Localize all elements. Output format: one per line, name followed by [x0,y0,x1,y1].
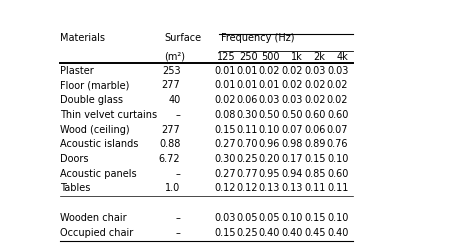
Text: 0.96: 0.96 [258,139,280,149]
Text: 0.07: 0.07 [327,125,348,135]
Text: –: – [175,228,181,238]
Text: 0.60: 0.60 [304,110,326,120]
Text: 0.10: 0.10 [282,213,303,223]
Text: –: – [175,213,181,223]
Text: 0.15: 0.15 [304,154,326,164]
Text: 1.0: 1.0 [165,184,181,194]
Text: 0.03: 0.03 [258,95,280,105]
Text: 0.45: 0.45 [304,228,326,238]
Text: 0.02: 0.02 [281,80,303,90]
Text: 0.77: 0.77 [236,169,258,179]
Text: 0.88: 0.88 [159,139,181,149]
Text: 0.06: 0.06 [236,95,258,105]
Text: Surface: Surface [164,33,201,43]
Text: 0.02: 0.02 [281,66,303,76]
Text: 0.02: 0.02 [304,95,326,105]
Text: 0.01: 0.01 [258,80,280,90]
Text: 0.15: 0.15 [214,125,236,135]
Text: 0.11: 0.11 [236,125,258,135]
Text: –: – [175,169,181,179]
Text: 277: 277 [162,80,181,90]
Text: 0.94: 0.94 [282,169,303,179]
Text: 0.02: 0.02 [214,95,236,105]
Text: 0.25: 0.25 [236,154,258,164]
Text: 0.70: 0.70 [236,139,258,149]
Text: 0.10: 0.10 [327,213,348,223]
Text: 0.98: 0.98 [282,139,303,149]
Text: Frequency (Hz): Frequency (Hz) [221,33,294,43]
Text: 1k: 1k [291,52,303,62]
Text: 0.03: 0.03 [304,66,326,76]
Text: 0.25: 0.25 [236,228,258,238]
Text: 0.10: 0.10 [327,154,348,164]
Text: 0.12: 0.12 [214,184,236,194]
Text: 0.03: 0.03 [282,95,303,105]
Text: 0.15: 0.15 [304,213,326,223]
Text: 0.12: 0.12 [236,184,258,194]
Text: 0.01: 0.01 [236,80,258,90]
Text: 4k: 4k [337,52,348,62]
Text: 0.95: 0.95 [258,169,280,179]
Text: (m²): (m²) [164,52,185,62]
Text: 0.01: 0.01 [214,80,236,90]
Text: 0.05: 0.05 [236,213,258,223]
Text: 0.27: 0.27 [214,139,236,149]
Text: Doors: Doors [60,154,89,164]
Text: 0.02: 0.02 [327,80,348,90]
Text: Acoustic panels: Acoustic panels [60,169,137,179]
Text: Floor (marble): Floor (marble) [60,80,130,90]
Text: 0.08: 0.08 [214,110,236,120]
Text: Double glass: Double glass [60,95,123,105]
Text: 0.76: 0.76 [327,139,348,149]
Text: 0.05: 0.05 [258,213,280,223]
Text: Acoustic islands: Acoustic islands [60,139,139,149]
Text: Thin velvet curtains: Thin velvet curtains [60,110,157,120]
Text: 0.02: 0.02 [327,95,348,105]
Text: 6.72: 6.72 [159,154,181,164]
Text: 0.50: 0.50 [281,110,303,120]
Text: 0.85: 0.85 [304,169,326,179]
Text: 253: 253 [162,66,181,76]
Text: 0.07: 0.07 [281,125,303,135]
Text: 0.02: 0.02 [258,66,280,76]
Text: 0.10: 0.10 [258,125,280,135]
Text: 0.30: 0.30 [236,110,258,120]
Text: 0.13: 0.13 [258,184,280,194]
Text: 0.20: 0.20 [258,154,280,164]
Text: 40: 40 [168,95,181,105]
Text: 0.27: 0.27 [214,169,236,179]
Text: 0.89: 0.89 [304,139,326,149]
Text: 0.60: 0.60 [327,169,348,179]
Text: 277: 277 [162,125,181,135]
Text: 0.40: 0.40 [258,228,280,238]
Text: Materials: Materials [60,33,105,43]
Text: 0.11: 0.11 [304,184,326,194]
Text: 0.01: 0.01 [236,66,258,76]
Text: 0.03: 0.03 [327,66,348,76]
Text: Occupied chair: Occupied chair [60,228,134,238]
Text: 0.06: 0.06 [304,125,326,135]
Text: 0.17: 0.17 [281,154,303,164]
Text: 0.30: 0.30 [214,154,236,164]
Text: 2k: 2k [314,52,326,62]
Text: Plaster: Plaster [60,66,94,76]
Text: 0.03: 0.03 [214,213,236,223]
Text: Wood (ceiling): Wood (ceiling) [60,125,130,135]
Text: 0.40: 0.40 [282,228,303,238]
Text: 0.60: 0.60 [327,110,348,120]
Text: 250: 250 [239,52,258,62]
Text: 0.02: 0.02 [304,80,326,90]
Text: Wooden chair: Wooden chair [60,213,127,223]
Text: 0.40: 0.40 [327,228,348,238]
Text: 500: 500 [261,52,280,62]
Text: 0.01: 0.01 [214,66,236,76]
Text: 0.13: 0.13 [282,184,303,194]
Text: 0.15: 0.15 [214,228,236,238]
Text: –: – [175,110,181,120]
Text: 0.11: 0.11 [327,184,348,194]
Text: 125: 125 [217,52,236,62]
Text: 0.50: 0.50 [258,110,280,120]
Text: Tables: Tables [60,184,91,194]
